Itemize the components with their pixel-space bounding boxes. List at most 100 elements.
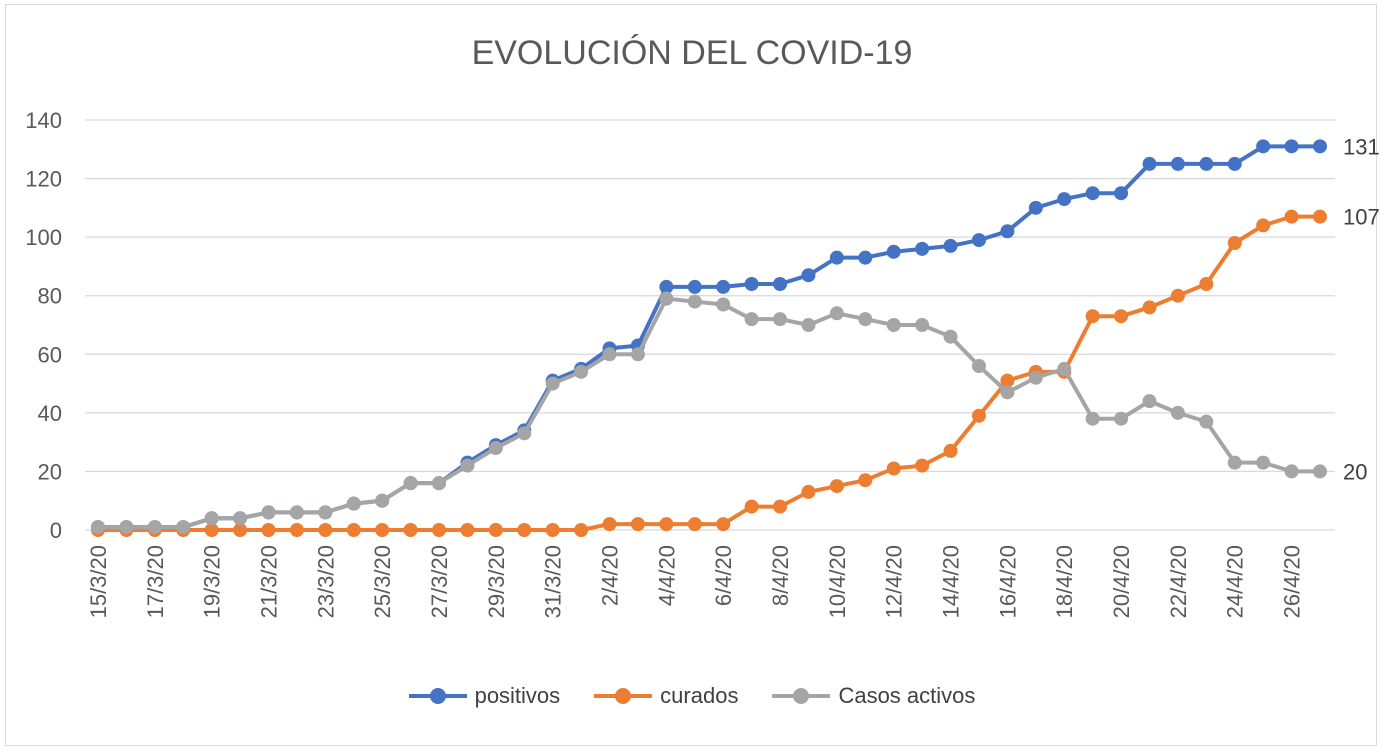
legend-label: positivos bbox=[474, 683, 561, 708]
data-point bbox=[1085, 309, 1100, 324]
x-tick-label: 15/3/20 bbox=[86, 545, 111, 618]
data-point bbox=[517, 523, 532, 537]
gridlines bbox=[85, 119, 1335, 531]
data-point bbox=[318, 505, 333, 520]
data-point bbox=[829, 479, 844, 494]
data-point bbox=[545, 376, 560, 391]
end-value-label: 107 bbox=[1343, 205, 1380, 230]
data-point bbox=[971, 359, 986, 373]
y-tick-label: 100 bbox=[25, 225, 62, 250]
x-tick-label: 27/3/20 bbox=[427, 545, 452, 618]
data-point bbox=[773, 499, 788, 514]
x-tick-label: 23/3/20 bbox=[313, 545, 338, 618]
data-point bbox=[1028, 370, 1043, 385]
data-point bbox=[687, 517, 702, 532]
x-tick-label: 10/4/20 bbox=[825, 545, 850, 618]
data-point bbox=[1085, 186, 1100, 201]
x-axis-ticks: 15/3/20 17/3/20 19/3/20 21/3/20 23/3/20 25/3/… bbox=[86, 545, 1305, 618]
chart-frame bbox=[5, 4, 1377, 746]
data-point bbox=[858, 250, 873, 265]
x-tick-label: 22/4/20 bbox=[1166, 545, 1191, 618]
x-tick-label: 21/3/20 bbox=[257, 545, 282, 618]
series-curados bbox=[91, 209, 1327, 537]
series-line bbox=[98, 144, 1320, 530]
data-point bbox=[147, 520, 162, 535]
data-point bbox=[1142, 300, 1157, 315]
data-point bbox=[432, 476, 447, 491]
legend-label: curados bbox=[660, 683, 739, 708]
data-point bbox=[602, 517, 617, 532]
data-point bbox=[574, 364, 589, 379]
x-tick-label: 20/4/20 bbox=[1109, 545, 1134, 618]
data-point bbox=[915, 318, 930, 332]
legend-item: curados bbox=[594, 683, 738, 709]
legend-item: positivos bbox=[408, 683, 561, 709]
data-point bbox=[659, 279, 674, 294]
data-point bbox=[858, 473, 873, 488]
y-tick-label: 80 bbox=[38, 284, 62, 309]
data-point bbox=[1313, 209, 1327, 224]
data-point bbox=[687, 279, 702, 294]
data-point bbox=[1199, 156, 1214, 171]
data-point bbox=[375, 493, 390, 508]
data-point bbox=[1114, 309, 1129, 324]
data-point bbox=[801, 268, 816, 283]
x-tick-label: 18/4/20 bbox=[1052, 545, 1077, 618]
y-tick-label: 140 bbox=[25, 108, 62, 133]
y-tick-label: 120 bbox=[25, 167, 62, 192]
end-value-label: 20 bbox=[1343, 459, 1367, 484]
data-point bbox=[204, 523, 219, 537]
x-tick-label: 17/3/20 bbox=[143, 545, 168, 618]
data-point bbox=[1000, 385, 1015, 400]
data-point bbox=[716, 279, 731, 294]
series-group bbox=[91, 139, 1327, 537]
data-point bbox=[801, 318, 816, 332]
data-point bbox=[1284, 209, 1299, 224]
data-point bbox=[1000, 224, 1015, 239]
data-point bbox=[1028, 200, 1043, 215]
x-tick-label: 12/4/20 bbox=[882, 545, 907, 618]
y-tick-label: 40 bbox=[38, 401, 62, 426]
data-point bbox=[346, 496, 361, 511]
data-point bbox=[659, 291, 674, 306]
data-point bbox=[602, 347, 617, 362]
data-point bbox=[1170, 405, 1185, 420]
legend-swatch bbox=[594, 686, 653, 706]
x-tick-label: 24/4/20 bbox=[1223, 545, 1248, 618]
data-point bbox=[545, 523, 560, 537]
y-axis-ticks: 0 20 40 60 80 100 120 140 bbox=[25, 108, 62, 543]
x-tick-label: 8/4/20 bbox=[768, 545, 793, 606]
data-point bbox=[943, 443, 958, 458]
data-point bbox=[119, 520, 134, 535]
x-tick-label: 31/3/20 bbox=[541, 545, 566, 618]
data-point bbox=[233, 511, 248, 526]
data-point bbox=[1142, 156, 1157, 171]
data-point bbox=[744, 277, 759, 291]
data-point bbox=[1256, 218, 1271, 233]
data-point bbox=[630, 517, 645, 532]
data-point bbox=[1227, 455, 1242, 470]
data-point bbox=[886, 244, 901, 259]
data-point bbox=[716, 297, 731, 312]
data-point bbox=[687, 294, 702, 309]
data-point bbox=[1057, 192, 1072, 207]
data-point bbox=[176, 520, 191, 535]
data-point bbox=[403, 523, 418, 537]
data-point bbox=[375, 523, 390, 537]
data-point bbox=[403, 476, 418, 491]
data-point bbox=[858, 312, 873, 327]
data-point bbox=[1085, 411, 1100, 426]
x-tick-label: 2/4/20 bbox=[598, 545, 623, 606]
data-point bbox=[1114, 186, 1129, 201]
data-point bbox=[1313, 464, 1327, 479]
data-point bbox=[233, 523, 248, 537]
x-tick-label: 29/3/20 bbox=[484, 545, 509, 618]
x-tick-label: 16/4/20 bbox=[995, 545, 1020, 618]
x-tick-label: 25/3/20 bbox=[370, 545, 395, 618]
data-point bbox=[346, 523, 361, 537]
data-point bbox=[517, 426, 532, 441]
legend-label: Casos activos bbox=[838, 683, 976, 708]
data-point bbox=[744, 312, 759, 327]
data-point bbox=[1256, 455, 1271, 470]
data-point bbox=[488, 523, 503, 537]
